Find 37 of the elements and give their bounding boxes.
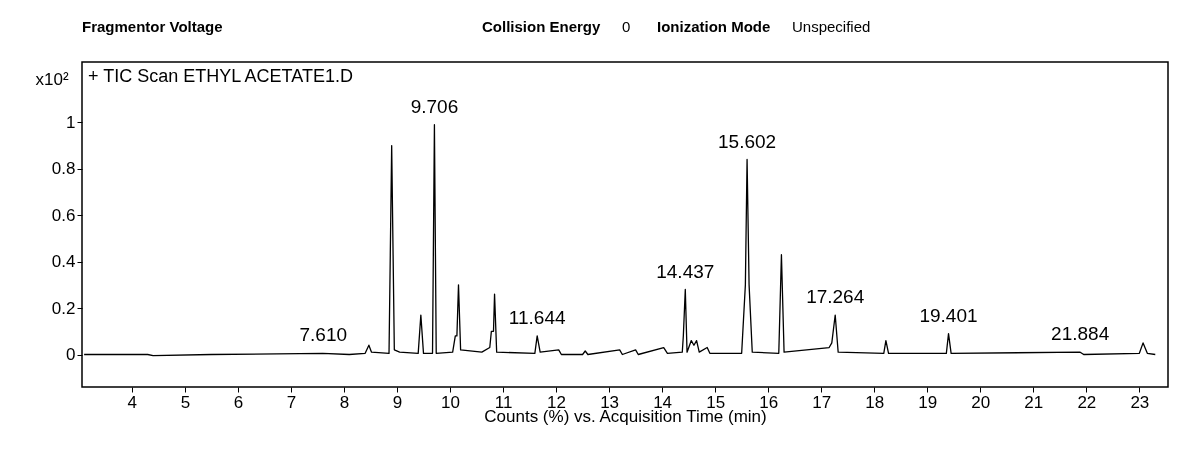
text: Fragmentor Voltage <box>82 18 223 35</box>
y-tick-label: 0.6 <box>51 205 76 225</box>
chart-title: + TIC Scan ETHYL ACETATE1.D <box>88 66 353 86</box>
x-tick-label: 9 <box>392 392 403 412</box>
text: Ionization Mode <box>657 18 771 35</box>
x-tick-label: 8 <box>339 392 350 412</box>
annotation: 11.644 <box>508 306 566 328</box>
annotation: 17.264 <box>806 286 865 308</box>
annotation: 9.706 <box>410 95 459 117</box>
x-tick-label: 5 <box>180 392 191 412</box>
text: Collision Energy <box>482 18 602 35</box>
x-tick-label: 18 <box>865 392 885 412</box>
x-tick-label: 17 <box>812 392 832 412</box>
x-tick-label: 20 <box>971 392 991 412</box>
x-tick-label: 11 <box>494 392 513 412</box>
text: x10² <box>35 70 69 89</box>
annotation: 21.884 <box>1051 323 1110 345</box>
y-tick-label: 0.4 <box>51 252 76 272</box>
annotation: 7.610 <box>299 324 348 346</box>
x-tick-label: 22 <box>1077 392 1097 412</box>
y-tick-label: 0.2 <box>51 298 76 318</box>
y-tick-label: 0 <box>66 345 76 364</box>
x-tick-label: 15 <box>706 392 726 412</box>
x-tick-label: 19 <box>918 392 938 412</box>
annotation: 15.602 <box>718 130 777 152</box>
annotation: 14.437 <box>656 260 715 282</box>
x-tick-label: 10 <box>441 392 460 412</box>
x-tick-label: 21 <box>1024 392 1044 412</box>
x-tick-label: 6 <box>233 392 244 412</box>
x-tick-label: 4 <box>127 392 138 412</box>
y-tick-label: 0.8 <box>51 159 76 179</box>
text: Unspecified <box>792 18 871 35</box>
x-tick-label: 7 <box>286 392 297 412</box>
text: 0 <box>622 18 631 35</box>
y-tick-label: 1 <box>66 112 76 132</box>
x-tick-label: 23 <box>1130 392 1150 412</box>
annotation: 19.401 <box>919 304 978 326</box>
